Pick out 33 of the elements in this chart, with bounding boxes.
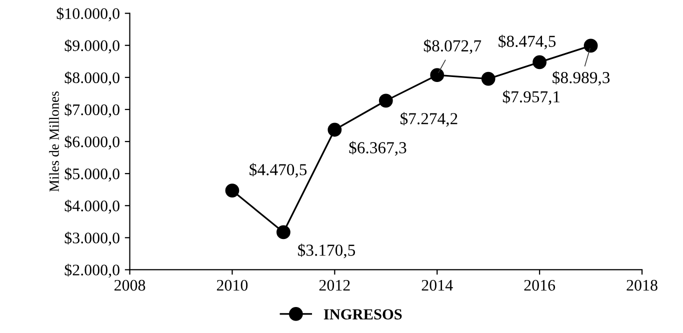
data-label: $8.989,3 xyxy=(552,70,610,86)
point xyxy=(584,38,598,53)
y-tick-label: $9.000,0 xyxy=(64,39,120,54)
point xyxy=(378,94,393,108)
x-tick-label: 2012 xyxy=(319,280,350,291)
data-label: $8.072,7 xyxy=(424,39,482,54)
data-label: $7.274,2 xyxy=(400,112,458,127)
legend-label: INGRESOS xyxy=(324,309,402,320)
y-tick-label: $7.000,0 xyxy=(64,103,120,118)
y-tick-label: $4.000,0 xyxy=(64,200,120,214)
x-tick-label: 2016 xyxy=(524,280,556,291)
y-tick-label: $8.000,0 xyxy=(64,71,120,86)
x-tick-label: 2018 xyxy=(626,280,658,291)
data-label: $6.367,3 xyxy=(349,141,406,156)
data-label: $7.957,1 xyxy=(502,90,560,105)
x-tick-label: 2010 xyxy=(216,280,248,291)
point xyxy=(328,122,342,137)
data-label: $3.170,5 xyxy=(298,244,356,258)
point xyxy=(532,55,547,70)
y-tick-label: $2.000,0 xyxy=(64,264,120,278)
y-tick-label: $5.000,0 xyxy=(64,168,120,182)
y-tick-label: $3.000,0 xyxy=(64,232,120,246)
x-tick-label: 2014 xyxy=(422,280,453,291)
x-tick-label: 2008 xyxy=(114,280,146,291)
point xyxy=(430,68,444,82)
point xyxy=(276,225,290,240)
y-tick-label: $6.000,0 xyxy=(64,136,120,150)
data-label: $8.474,5 xyxy=(498,34,556,50)
point xyxy=(225,184,240,198)
point xyxy=(481,72,496,86)
data-label: $4.470,5 xyxy=(250,163,307,178)
y-tick-label: $10.000,0 xyxy=(56,7,120,22)
y-axis-title: Miles de Millones xyxy=(49,91,59,192)
